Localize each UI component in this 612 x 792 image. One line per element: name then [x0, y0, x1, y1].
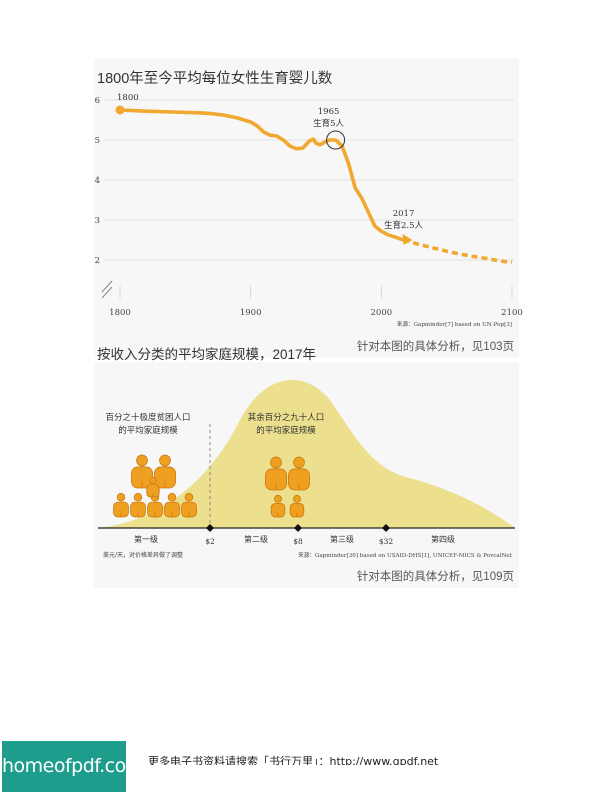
fertility-chart-panel	[94, 58, 519, 358]
y-tick-label: 3	[95, 216, 100, 226]
income-marker-diamond	[206, 524, 214, 532]
fertility-source: 来源：Gapminder[7] based on UN-Pop[3]	[397, 320, 512, 328]
projection-line	[403, 238, 513, 265]
income-marker-diamond	[294, 524, 302, 532]
history-line	[118, 108, 406, 242]
income-marker-diamond	[382, 524, 390, 532]
income-level-label: 第二级	[244, 534, 268, 544]
income-level-labels: 第一级 第二级 第三级 第四级	[134, 534, 455, 544]
household-chart-title: 按收入分类的平均家庭规模，2017年	[97, 346, 316, 362]
mid-year-label: 1965	[318, 107, 340, 117]
fertility-y-tick-labels: 2 3 4 5 6	[95, 96, 100, 266]
income-markers: $2 $8 $32	[205, 524, 393, 546]
y-tick-label: 4	[95, 176, 100, 186]
person-icon	[164, 493, 180, 518]
household-page-reference: 针对本图的具体分析，见109页	[357, 569, 514, 583]
site-banner[interactable]: homeofpdf.com	[2, 741, 144, 792]
y-axis-break-mark	[101, 280, 113, 299]
y-tick-label: 6	[95, 96, 100, 106]
projection-arrowhead	[402, 234, 413, 245]
income-level-label: 第四级	[431, 534, 455, 544]
income-marker-label: $32	[379, 537, 394, 546]
1965-highlight-circle	[326, 130, 346, 150]
person-icon	[130, 493, 146, 518]
person-icon	[113, 493, 129, 518]
fertility-series	[118, 108, 513, 265]
x-tick-label: 2000	[371, 308, 393, 318]
household-chart: 按收入分类的平均家庭规模，2017年 $2 $8 $32 第一级 第二级 第三级 第四级 …	[94, 346, 519, 588]
fertility-chart: 1800年至今平均每位女性生育婴儿数 2 3 4 5 6 1800 1900 2000 210…	[94, 58, 523, 358]
person-icon	[270, 494, 286, 518]
person-icon	[289, 494, 305, 518]
x-tick-label: 1800	[109, 308, 131, 318]
poor-group-label-line2: 的平均家庭规模	[118, 425, 178, 436]
person-icon	[154, 454, 176, 489]
person-icon	[146, 476, 160, 498]
person-icon	[181, 493, 197, 518]
end-year-label: 2017	[393, 209, 415, 219]
income-level-label: 第一级	[134, 534, 158, 544]
rest-family-icons	[265, 456, 310, 518]
fertility-chart-title: 1800年至今平均每位女性生育婴儿数	[97, 69, 333, 87]
income-marker-label: $2	[205, 537, 215, 546]
income-unit-note: 美元/天，对价格差异做了调整	[103, 551, 183, 559]
income-level-label: 第三级	[330, 534, 354, 544]
poor-family-icons	[113, 454, 197, 518]
start-year-label: 1800	[117, 93, 139, 103]
person-icon	[288, 456, 310, 491]
poor-group-label-line1: 百分之十极度贫困人口	[105, 412, 190, 423]
mid-value-label: 生育5人	[313, 118, 344, 129]
footer-text: 更多电子书资料请搜索「书行万里」：http://www.gpdf.net	[148, 755, 439, 765]
x-tick-label: 2100	[501, 308, 523, 318]
y-tick-label: 2	[95, 256, 100, 266]
end-value-label: 生育2.5人	[384, 220, 424, 231]
rest-group-label-line1: 其余百分之九十人口	[248, 412, 325, 423]
x-tick-label: 1900	[240, 308, 262, 318]
fertility-x-tick-labels: 1800 1900 2000 2100	[109, 308, 523, 318]
y-tick-label: 5	[95, 136, 100, 146]
fertility-page-reference: 针对本图的具体分析，见103页	[357, 339, 514, 353]
start-point-marker	[115, 105, 125, 115]
rest-group-label-line2: 的平均家庭规模	[256, 425, 316, 436]
income-marker-label: $8	[293, 537, 303, 546]
person-icon	[265, 456, 287, 491]
household-source: 来源：Gapminder[30] based on USAID-DHS[1], …	[298, 551, 513, 559]
income-distribution-hump	[98, 379, 515, 528]
